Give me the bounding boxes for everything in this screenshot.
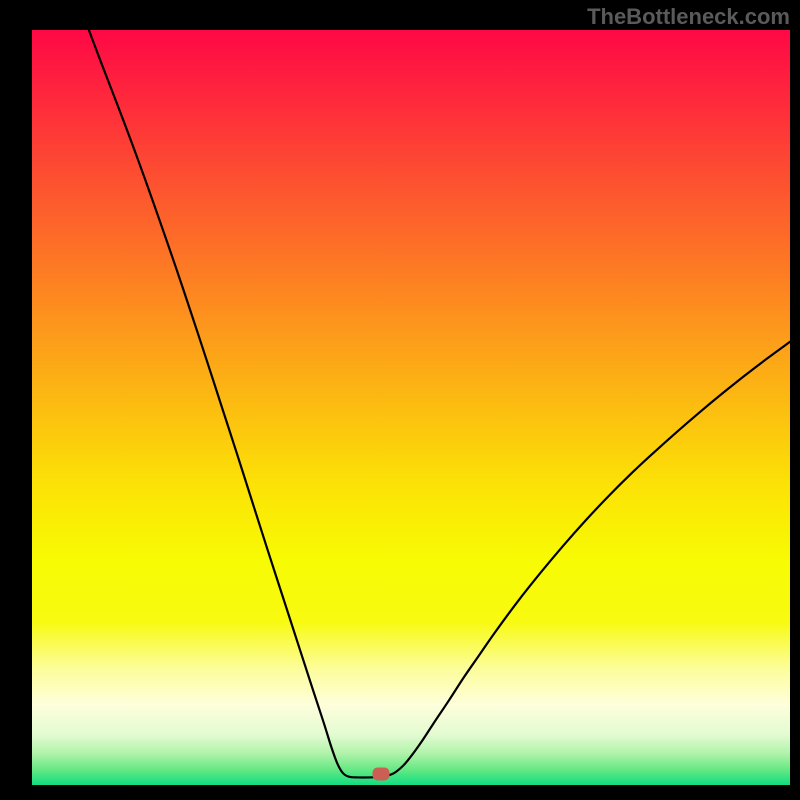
- watermark-text: TheBottleneck.com: [587, 4, 790, 30]
- plot-area: [32, 30, 790, 785]
- bottleneck-curve: [32, 30, 790, 785]
- optimum-marker: [372, 768, 389, 781]
